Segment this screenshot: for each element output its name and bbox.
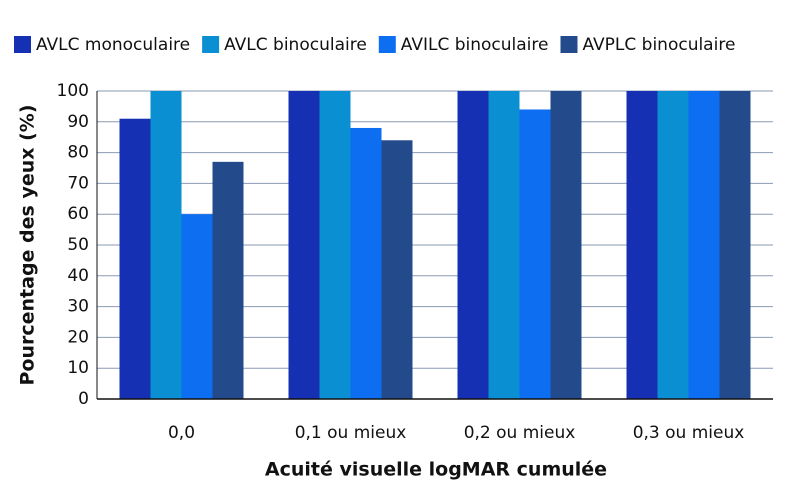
- y-tick-label: 40: [67, 266, 89, 286]
- bar: [488, 91, 520, 399]
- legend-label: AVPLC binoculaire: [582, 35, 735, 55]
- bar: [150, 91, 182, 399]
- y-axis-title: Pourcentage des yeux (%): [17, 104, 39, 385]
- y-tick-label: 50: [67, 235, 89, 255]
- x-tick-label: 0,3 ou mieux: [633, 423, 745, 443]
- bar: [288, 91, 320, 399]
- legend-label: AVLC binoculaire: [224, 35, 367, 55]
- bar: [519, 109, 551, 399]
- bar: [719, 91, 751, 399]
- y-tick-label: 0: [78, 389, 89, 409]
- y-tick-label: 60: [67, 204, 89, 224]
- y-tick-label: 80: [67, 143, 89, 163]
- bar: [212, 161, 244, 399]
- y-tick-label: 10: [67, 358, 89, 378]
- bar: [626, 91, 658, 399]
- legend-swatch: [14, 36, 31, 53]
- legend-swatch: [378, 36, 396, 53]
- legend-swatch: [202, 36, 220, 53]
- bar: [119, 118, 151, 399]
- x-axis-title: Acuité visuelle logMAR cumulée: [265, 459, 607, 481]
- legend-label: AVILC binoculaire: [401, 35, 549, 55]
- bar: [381, 140, 413, 399]
- bar: [657, 91, 689, 399]
- legend-label: AVLC monoculaire: [36, 35, 190, 55]
- y-tick-label: 100: [57, 81, 89, 101]
- y-tick-label: 70: [67, 173, 89, 193]
- x-tick-label: 0,0: [168, 423, 195, 443]
- bar: [319, 91, 351, 399]
- x-tick-label: 0,1 ou mieux: [295, 423, 407, 443]
- bar: [350, 127, 382, 400]
- y-tick-label: 20: [67, 327, 89, 347]
- x-tick-label: 0,2 ou mieux: [464, 423, 576, 443]
- bar: [688, 91, 720, 399]
- bar: [181, 214, 213, 399]
- y-tick-label: 90: [67, 112, 89, 132]
- bar: [550, 91, 582, 399]
- y-tick-label: 30: [67, 297, 89, 317]
- legend-swatch: [560, 36, 578, 53]
- bar: [457, 91, 489, 399]
